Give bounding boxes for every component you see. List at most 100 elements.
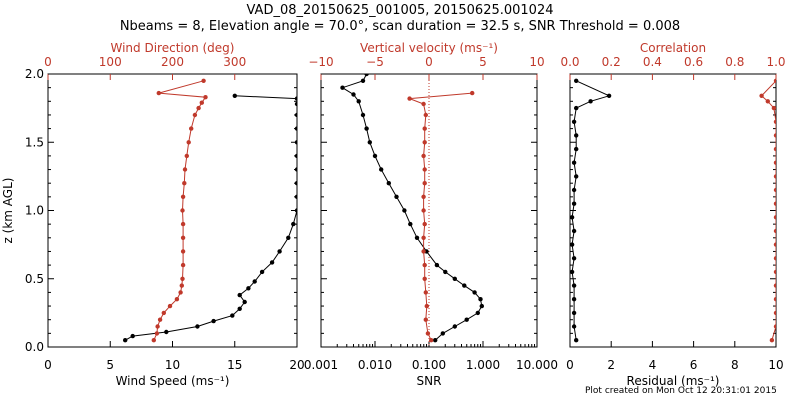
data-point [571, 256, 577, 261]
data-point [422, 167, 427, 172]
bottom-tick-label: 10.000 [516, 358, 558, 372]
data-point [773, 324, 776, 329]
plot-footer: Plot created on Mon Oct 12 20:31:01 2015 [585, 386, 777, 396]
bottom-tick-label: 0.100 [412, 358, 446, 372]
data-point [773, 78, 776, 83]
data-point [422, 262, 427, 268]
data-point [588, 99, 593, 104]
data-point [180, 276, 185, 281]
data-point [421, 208, 426, 213]
data-point [364, 74, 369, 77]
data-point [765, 99, 770, 104]
data-point [478, 297, 483, 302]
data-point [759, 93, 764, 99]
data-point [472, 290, 477, 295]
data-point [379, 167, 384, 172]
data-point [230, 313, 235, 318]
top-axis-label: Correlation [640, 41, 706, 55]
data-point [294, 153, 297, 159]
data-point [360, 112, 366, 118]
top-tick-label: 0.4 [643, 55, 662, 69]
data-point [195, 324, 200, 329]
bottom-axis-label: SNR [417, 374, 442, 388]
data-point [407, 96, 412, 101]
data-point [155, 324, 160, 329]
data-point [769, 338, 775, 343]
bottom-tick-label: 10 [768, 358, 783, 372]
bottom-tick-label: 0.001 [304, 358, 338, 372]
data-point [571, 310, 577, 316]
bottom-tick-label: 5 [106, 358, 114, 372]
data-point [157, 317, 163, 322]
data-point [179, 283, 184, 288]
top-tick-label: 0.6 [684, 55, 703, 69]
data-point [571, 297, 577, 302]
data-point [423, 290, 428, 295]
data-point [422, 140, 427, 145]
data-point [167, 303, 173, 309]
data-point [184, 153, 189, 159]
data-point [367, 140, 372, 145]
data-point [154, 331, 160, 336]
data-point [360, 78, 366, 84]
data-point [434, 262, 440, 268]
data-point [196, 105, 201, 111]
data-point [156, 90, 161, 96]
data-point [773, 201, 776, 206]
y-tick-label: 1.5 [25, 135, 44, 149]
top-tick-label: −5 [366, 55, 384, 69]
data-point [425, 331, 431, 336]
data-point [773, 242, 776, 247]
top-tick-label: 10 [529, 55, 544, 69]
data-point [571, 160, 577, 165]
data-point [402, 208, 407, 213]
bottom-tick-label: 20 [289, 358, 304, 372]
bottom-tick-label: 6 [690, 358, 698, 372]
data-point [180, 194, 186, 199]
data-point [394, 194, 399, 199]
bottom-axis-label: Wind Speed (ms⁻¹) [116, 374, 230, 388]
bottom-tick-label: 0 [566, 358, 574, 372]
data-point [574, 133, 579, 138]
data-point [408, 221, 413, 227]
bottom-tick-label: 0.010 [358, 358, 392, 372]
bottom-tick-label: 2 [607, 358, 615, 372]
data-point [443, 269, 448, 275]
data-point [180, 262, 186, 268]
series-line [341, 74, 483, 341]
top-axis-label: Wind Direction (deg) [111, 41, 235, 55]
data-point [421, 249, 426, 254]
data-point [246, 286, 251, 291]
data-point [574, 105, 579, 111]
data-point [773, 160, 776, 165]
data-point [232, 93, 237, 99]
data-point [424, 303, 429, 309]
data-point [421, 101, 426, 107]
data-point [422, 181, 427, 186]
data-point [570, 242, 575, 247]
data-point [574, 78, 579, 84]
data-point [571, 187, 577, 193]
data-point [574, 146, 579, 152]
data-point [571, 283, 577, 288]
bottom-tick-label: 1.000 [466, 358, 500, 372]
data-point [414, 235, 420, 240]
data-point [178, 290, 183, 295]
top-tick-label: 0.0 [560, 55, 579, 69]
data-point [252, 279, 257, 284]
data-point [286, 235, 291, 240]
data-point [570, 269, 575, 275]
data-point [130, 333, 135, 339]
y-tick-label: 1.0 [25, 204, 44, 218]
data-point [151, 338, 156, 343]
data-point [294, 167, 297, 172]
data-point [180, 208, 185, 213]
data-point [773, 146, 776, 152]
top-tick-label: −10 [308, 55, 333, 69]
data-point [433, 338, 438, 343]
data-point [422, 221, 427, 227]
data-point [372, 153, 378, 159]
data-point [294, 96, 297, 101]
data-point [294, 194, 297, 199]
panel-frame [320, 73, 538, 348]
